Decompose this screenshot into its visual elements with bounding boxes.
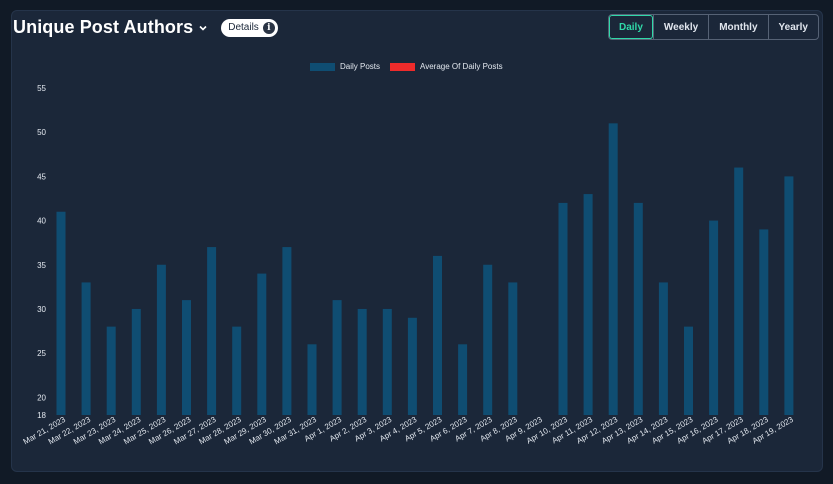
y-tick-label: 50: [37, 128, 46, 137]
bar[interactable]: [583, 194, 593, 415]
y-tick-label: 55: [37, 84, 46, 93]
y-axis: 18 20 25 30 35 40 45 50 55: [37, 84, 46, 420]
bar[interactable]: [257, 273, 267, 415]
bar[interactable]: [106, 326, 116, 415]
bar[interactable]: [407, 317, 417, 415]
bar[interactable]: [357, 308, 367, 415]
bar[interactable]: [633, 202, 643, 415]
bars: [56, 123, 794, 415]
bar[interactable]: [759, 229, 769, 415]
bar[interactable]: [332, 300, 342, 415]
bar[interactable]: [182, 300, 191, 415]
legend-swatch-average: [390, 62, 416, 71]
info-icon: i: [262, 21, 275, 34]
details-button[interactable]: Details i: [221, 18, 278, 37]
bar[interactable]: [282, 247, 292, 415]
bar[interactable]: [684, 326, 693, 415]
bar[interactable]: [156, 264, 166, 415]
bar[interactable]: [558, 202, 568, 415]
y-tick-label: 18: [37, 411, 46, 420]
chevron-down-icon[interactable]: [198, 19, 208, 37]
y-tick-label: 45: [37, 172, 46, 181]
legend-item-daily-posts[interactable]: Daily Posts: [310, 62, 380, 71]
bar[interactable]: [784, 176, 794, 415]
legend-label-daily-posts: Daily Posts: [340, 62, 381, 71]
chart-title: Unique Post Authors: [13, 17, 194, 37]
bar[interactable]: [207, 247, 217, 415]
bar[interactable]: [658, 282, 668, 415]
bar[interactable]: [56, 211, 66, 415]
bar[interactable]: [483, 264, 493, 415]
bar[interactable]: [433, 255, 442, 415]
chart-legend: Daily Posts Average Of Daily Posts: [310, 62, 507, 71]
bar[interactable]: [131, 308, 141, 415]
legend-swatch-daily-posts: [310, 62, 335, 71]
tab-daily[interactable]: Daily: [609, 15, 653, 39]
header: Unique Post Authors Details i: [13, 17, 278, 38]
bar[interactable]: [608, 123, 618, 415]
bar[interactable]: [232, 326, 242, 415]
bar[interactable]: [709, 220, 719, 415]
bar[interactable]: [81, 282, 91, 415]
tab-weekly[interactable]: Weekly: [652, 15, 708, 39]
bar[interactable]: [458, 344, 468, 415]
period-selector: Daily Weekly Monthly Yearly: [607, 14, 819, 40]
y-tick-label: 20: [37, 393, 46, 402]
details-label: Details: [228, 22, 259, 33]
bar[interactable]: [508, 282, 518, 415]
bar[interactable]: [382, 308, 392, 415]
tab-monthly[interactable]: Monthly: [708, 15, 767, 39]
y-tick-label: 35: [37, 261, 46, 270]
y-tick-label: 30: [37, 305, 46, 314]
y-tick-label: 25: [37, 349, 46, 358]
legend-item-average[interactable]: Average Of Daily Posts: [390, 62, 503, 71]
bar[interactable]: [734, 167, 744, 415]
y-tick-label: 40: [37, 217, 46, 226]
legend-label-average: Average Of Daily Posts: [420, 62, 503, 71]
tab-yearly[interactable]: Yearly: [767, 15, 818, 39]
bar[interactable]: [307, 344, 317, 415]
